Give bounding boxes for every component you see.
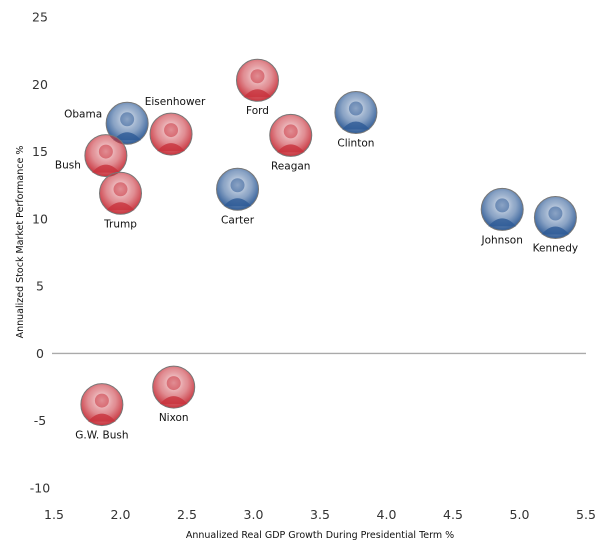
x-axis-ticks: 1.5 2.0 2.5 3.0 3.5 4.0 4.5 5.0 5.5: [44, 507, 596, 522]
y-tick-label: 20: [32, 77, 48, 92]
president-name-label: Kennedy: [533, 243, 578, 255]
portrait-head-icon: [230, 178, 245, 193]
portrait-head-icon: [113, 182, 128, 197]
president-point: Reagan: [269, 113, 313, 172]
x-tick-label: 2.0: [111, 507, 131, 522]
x-tick-label: 3.0: [244, 507, 264, 522]
y-tick-label: 0: [36, 346, 44, 361]
x-tick-label: 4.0: [377, 507, 397, 522]
president-point: Nixon: [152, 365, 196, 424]
portrait-head-icon: [98, 144, 113, 159]
portrait-shoulders-icon: [106, 202, 135, 211]
portrait-shoulders-icon: [91, 164, 120, 173]
x-tick-label: 4.5: [443, 507, 463, 522]
portrait-head-icon: [120, 112, 135, 127]
portrait-shoulders-icon: [243, 89, 272, 98]
portrait-shoulders-icon: [341, 121, 370, 130]
president-point: Clinton: [334, 91, 378, 150]
president-point: Johnson: [481, 187, 524, 246]
president-point: Carter: [216, 167, 260, 226]
x-tick-label: 5.5: [576, 507, 596, 522]
x-tick-label: 2.5: [177, 507, 197, 522]
y-tick-label: -5: [34, 413, 46, 428]
portrait-head-icon: [250, 69, 265, 84]
portrait-shoulders-icon: [157, 143, 186, 152]
portrait-shoulders-icon: [223, 198, 252, 207]
y-tick-label: 25: [32, 10, 48, 25]
president-name-label: Obama: [64, 108, 102, 120]
x-tick-label: 3.5: [310, 507, 330, 522]
data-points: Obama Eisenhower Bush Trump Ford Reagan Clinto…: [55, 58, 578, 442]
president-name-label: Carter: [221, 214, 255, 226]
president-name-label: Eisenhower: [145, 96, 206, 108]
president-name-label: Trump: [103, 218, 137, 230]
portrait-head-icon: [548, 206, 563, 221]
president-point: G.W. Bush: [75, 383, 129, 442]
y-tick-label: -10: [30, 481, 50, 496]
portrait-head-icon: [495, 198, 510, 213]
president-point: Obama: [64, 101, 149, 145]
president-point: Bush: [55, 134, 128, 178]
x-tick-label: 5.0: [510, 507, 530, 522]
president-name-label: G.W. Bush: [75, 430, 128, 442]
president-name-label: Bush: [55, 160, 81, 172]
portrait-shoulders-icon: [276, 144, 305, 153]
x-axis-label: Annualized Real GDP Growth During Presid…: [186, 530, 454, 541]
y-tick-label: 15: [32, 144, 48, 159]
x-tick-label: 1.5: [44, 507, 64, 522]
president-name-label: Nixon: [159, 412, 189, 424]
portrait-head-icon: [164, 123, 179, 138]
y-tick-label: 5: [36, 279, 44, 294]
president-point: Kennedy: [533, 196, 578, 255]
portrait-shoulders-icon: [113, 132, 142, 141]
president-name-label: Ford: [246, 105, 269, 117]
portrait-shoulders-icon: [159, 396, 188, 405]
president-name-label: Clinton: [337, 138, 374, 150]
y-axis-label: Annualized Stock Market Performance %: [15, 146, 26, 339]
y-axis-ticks: 25 20 15 10 5 0 -5 -10: [30, 10, 50, 496]
portrait-head-icon: [94, 393, 109, 408]
president-point: Ford: [235, 58, 279, 117]
portrait-head-icon: [166, 376, 181, 391]
portrait-shoulders-icon: [87, 413, 116, 422]
portrait-head-icon: [283, 124, 298, 139]
president-name-label: Reagan: [271, 160, 310, 172]
portrait-shoulders-icon: [541, 226, 570, 235]
y-tick-label: 10: [32, 211, 48, 226]
portrait-shoulders-icon: [488, 218, 517, 227]
president-name-label: Johnson: [481, 234, 523, 246]
president-point: Trump: [99, 171, 142, 230]
portrait-head-icon: [348, 101, 363, 116]
president-point: Eisenhower: [145, 96, 206, 156]
